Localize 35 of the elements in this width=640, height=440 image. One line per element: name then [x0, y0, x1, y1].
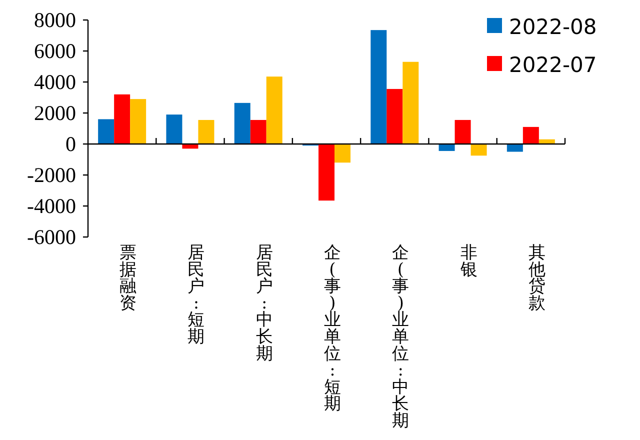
bar [470, 144, 487, 156]
bar [130, 99, 146, 144]
bar [250, 120, 266, 144]
bar [266, 76, 282, 144]
bar [438, 144, 455, 151]
bar [198, 120, 214, 144]
x-tick-label: 企(事)业单位:短期 [324, 243, 341, 414]
y-tick-label: -2000 [27, 163, 76, 187]
bar [370, 30, 387, 144]
x-tick-label: 非银 [460, 243, 478, 280]
x-tick-label: 票据融资 [120, 243, 137, 314]
bar [334, 144, 350, 163]
x-tick-label: 企(事)业单位:中长期 [392, 243, 410, 431]
bar [234, 102, 250, 144]
legend-label: 2022-07 [509, 53, 597, 77]
y-tick-label: -4000 [27, 194, 76, 218]
y-tick-label: 4000 [34, 70, 76, 94]
x-tick-label: 其他贷款 [528, 243, 546, 314]
x-tick-label: 居民户:中长期 [256, 243, 273, 364]
bar [522, 126, 539, 144]
y-tick-label: -6000 [27, 225, 76, 249]
bar [166, 114, 182, 144]
y-tick-label: 6000 [34, 39, 76, 63]
bar [318, 144, 334, 201]
x-tick-label: 居民户:短期 [188, 243, 205, 347]
y-tick-label: 8000 [34, 8, 76, 32]
bar [454, 120, 471, 144]
bar [402, 62, 419, 144]
bar [506, 144, 523, 152]
bar [386, 88, 403, 144]
legend-label: 2022-08 [509, 15, 597, 39]
y-tick-label: 0 [66, 132, 76, 156]
y-tick-label: 2000 [34, 101, 76, 125]
bar [98, 119, 114, 144]
bar [114, 94, 130, 144]
